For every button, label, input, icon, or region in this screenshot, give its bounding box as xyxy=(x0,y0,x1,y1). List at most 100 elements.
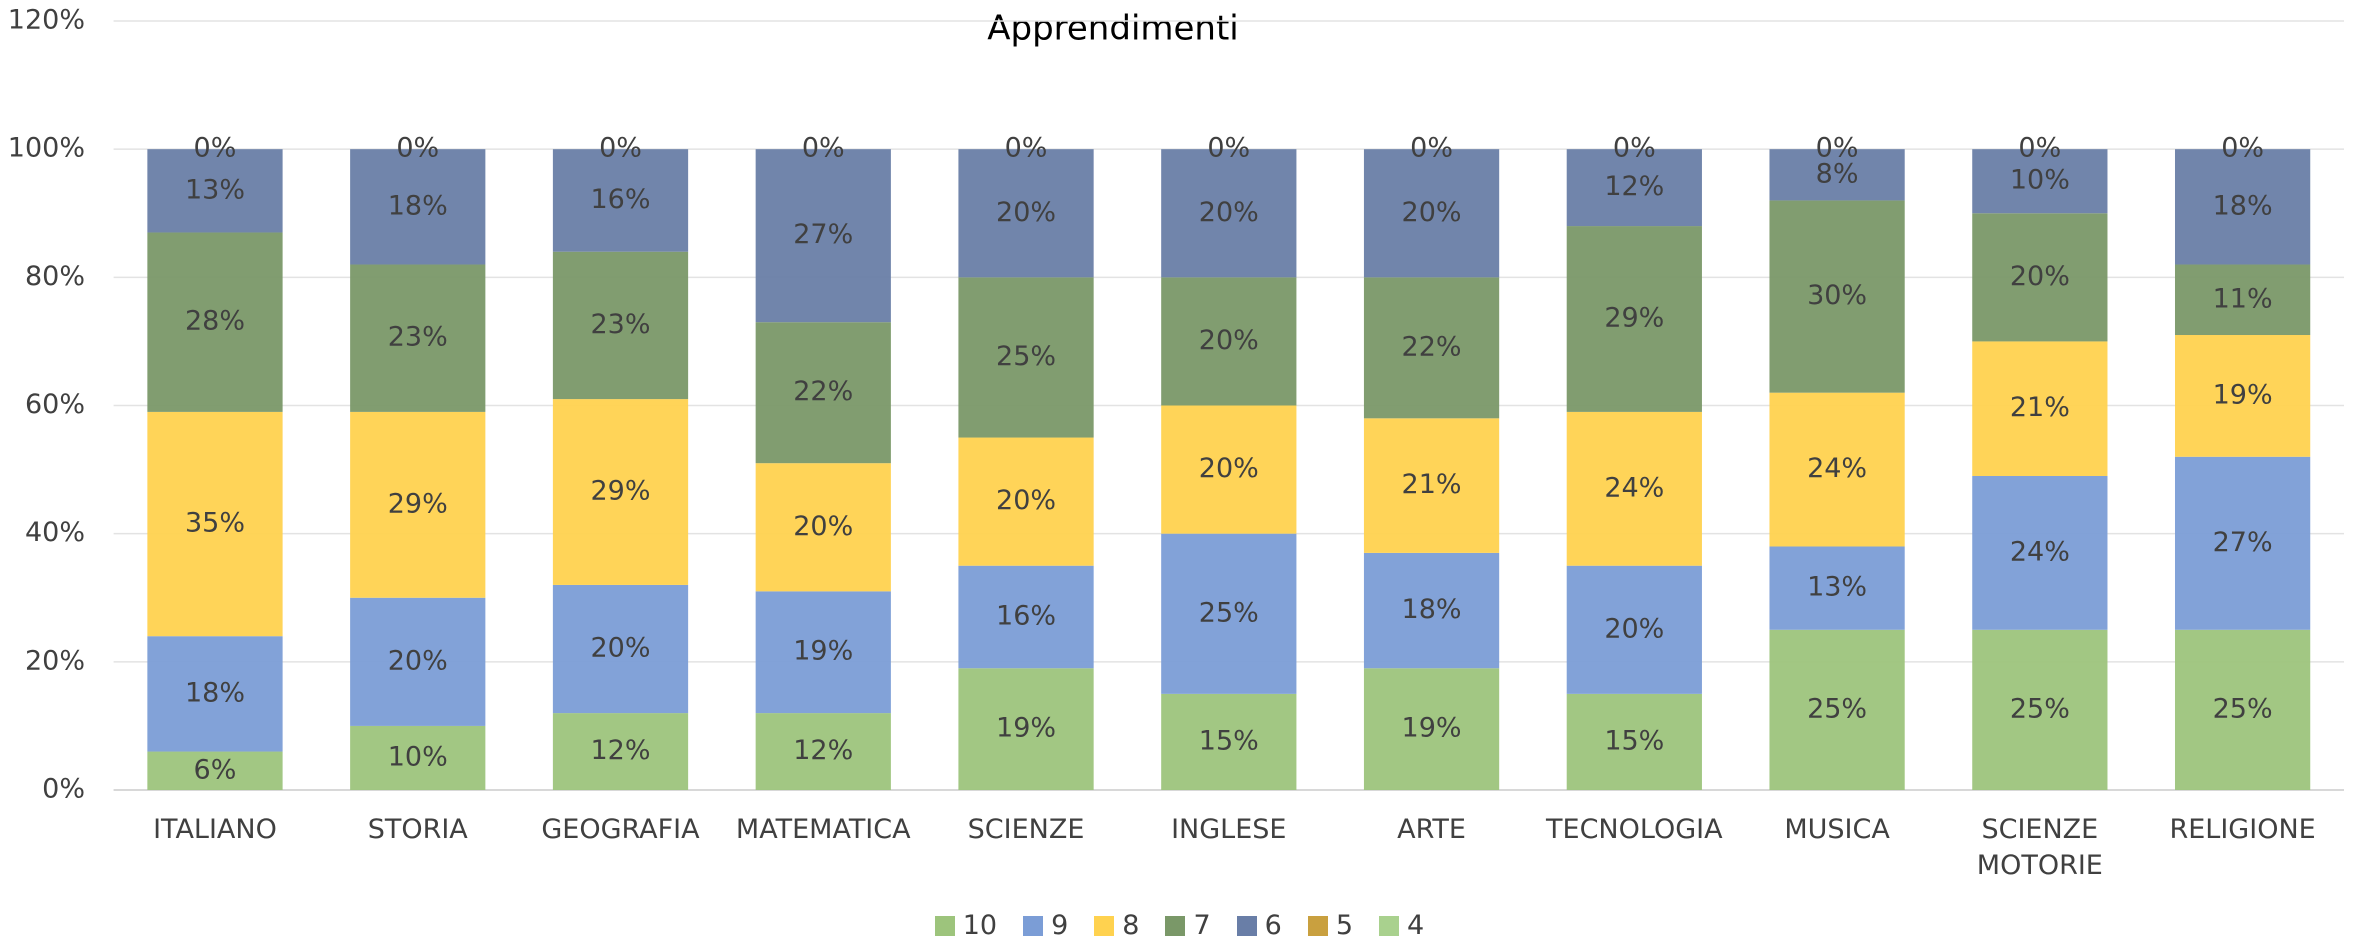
bar-segment xyxy=(147,636,283,752)
data-label: 29% xyxy=(1604,302,1664,333)
legend-swatch xyxy=(934,915,955,936)
x-tick-label: INGLESE xyxy=(1171,814,1287,845)
data-label: 20% xyxy=(996,197,1056,228)
data-label: 0% xyxy=(1207,133,1250,164)
bar-segment xyxy=(147,149,283,233)
data-label: 11% xyxy=(2213,283,2273,314)
bar-segment xyxy=(1972,213,2108,342)
x-tick-label: SCIENZE MOTORIE xyxy=(1976,814,2103,881)
data-label: 20% xyxy=(2010,261,2070,292)
legend: 10 9 8 7 6 5 4 xyxy=(0,910,2359,941)
data-label: 20% xyxy=(996,485,1056,516)
x-tick-label: MATEMATICA xyxy=(735,814,911,845)
bar-segment xyxy=(1972,341,2108,476)
data-label: 10% xyxy=(388,741,448,772)
x-tick-label: ARTE xyxy=(1397,814,1466,845)
bar-segment xyxy=(2174,629,2311,790)
bar-segment xyxy=(1769,392,1905,547)
y-tick-label: 80% xyxy=(25,261,85,292)
y-tick-label: 120% xyxy=(8,5,85,36)
bar-segment xyxy=(350,725,486,790)
data-label: 20% xyxy=(1199,325,1259,356)
bar-segment xyxy=(755,713,891,790)
legend-swatch xyxy=(1165,915,1186,936)
data-label: 12% xyxy=(793,735,853,766)
bar-segment xyxy=(1161,533,1297,694)
data-label: 29% xyxy=(388,488,448,519)
data-label: 18% xyxy=(2213,190,2273,221)
bar-segment xyxy=(958,149,1094,278)
data-label: 0% xyxy=(2221,133,2264,164)
data-label: 10% xyxy=(2010,165,2070,196)
bar-segment xyxy=(1161,149,1297,278)
data-label: 24% xyxy=(2010,536,2070,567)
data-label: 22% xyxy=(793,376,853,407)
legend-item: 7 xyxy=(1165,910,1211,941)
data-label: 15% xyxy=(1604,725,1664,756)
legend-label: 6 xyxy=(1264,910,1282,941)
data-label: 20% xyxy=(1199,453,1259,484)
data-label: 18% xyxy=(1402,594,1462,625)
legend-swatch xyxy=(1094,915,1115,936)
legend-swatch xyxy=(1236,915,1257,936)
data-label: 21% xyxy=(1402,469,1462,500)
bar-segment xyxy=(1161,693,1297,790)
x-tick-label: STORIA xyxy=(367,814,468,845)
bar-segment xyxy=(1972,629,2108,790)
bar-segment xyxy=(147,232,283,412)
bar-segment xyxy=(1161,405,1297,534)
data-label: 20% xyxy=(1604,613,1664,644)
data-label: 0% xyxy=(194,133,237,164)
data-label: 0% xyxy=(1005,133,1048,164)
y-tick-label: 40% xyxy=(25,517,85,548)
legend-swatch xyxy=(1023,915,1044,936)
bar-segment xyxy=(755,149,891,323)
data-label: 0% xyxy=(599,133,642,164)
legend-label: 4 xyxy=(1407,910,1425,941)
bar-segment xyxy=(1363,552,1500,669)
bar-segment xyxy=(350,149,486,265)
bar-segment xyxy=(350,411,486,598)
data-label: 18% xyxy=(185,677,245,708)
legend-label: 8 xyxy=(1122,910,1140,941)
bar-segment xyxy=(1363,668,1500,790)
legend-item: 8 xyxy=(1094,910,1139,941)
bar-segment xyxy=(147,411,283,637)
bar-segment xyxy=(1566,693,1702,790)
bar-segment xyxy=(552,399,689,585)
data-label: 19% xyxy=(1402,713,1462,744)
data-label: 12% xyxy=(591,735,651,766)
bar-segment xyxy=(2174,335,2311,457)
bar-segment xyxy=(1769,149,1905,201)
bar-segment xyxy=(1566,149,1702,227)
legend-swatch xyxy=(1379,915,1400,936)
bar-segment xyxy=(552,713,689,790)
legend-item: 6 xyxy=(1236,910,1282,941)
data-label: 12% xyxy=(1604,171,1664,202)
bar-segment xyxy=(1769,629,1905,790)
y-tick-label: 100% xyxy=(8,133,85,164)
x-tick-label: GEOGRAFIA xyxy=(541,814,700,845)
y-tick-label: 60% xyxy=(25,389,85,420)
data-label: 0% xyxy=(1410,133,1453,164)
legend-label: 10 xyxy=(962,910,998,941)
data-label: 25% xyxy=(2213,693,2273,724)
data-label: 13% xyxy=(185,174,245,205)
legend-item: 10 xyxy=(934,910,998,941)
bar-segment xyxy=(755,463,891,592)
data-label: 22% xyxy=(1402,331,1462,362)
data-label: 29% xyxy=(591,476,651,507)
data-label: 35% xyxy=(185,508,245,539)
legend-item: 5 xyxy=(1307,910,1353,941)
data-label: 27% xyxy=(793,219,853,250)
x-tick-label: MUSICA xyxy=(1784,814,1890,845)
data-label: 18% xyxy=(388,190,448,221)
data-label: 0% xyxy=(396,133,439,164)
data-label: 23% xyxy=(591,309,651,340)
x-tick-label: ITALIANO xyxy=(153,814,277,845)
x-tick-label: TECNOLOGIA xyxy=(1546,814,1723,845)
bar-segment xyxy=(1769,200,1905,393)
data-label: 24% xyxy=(1807,453,1867,484)
bar-segment xyxy=(958,437,1094,566)
